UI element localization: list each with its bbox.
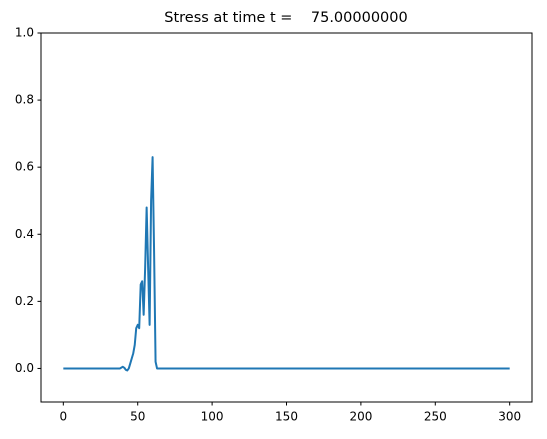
x-tick-label: 50 — [130, 410, 145, 424]
x-tick-label: 250 — [424, 410, 447, 424]
y-tick-label: 0.2 — [15, 294, 34, 308]
y-tick-label: 0.0 — [15, 361, 34, 375]
y-tick-label: 0.4 — [15, 227, 34, 241]
y-tick-label: 1.0 — [15, 26, 34, 40]
x-tick-label: 150 — [275, 410, 298, 424]
data-line — [63, 156, 510, 372]
y-tick-label: 0.6 — [15, 160, 34, 174]
x-tick-label: 100 — [201, 410, 224, 424]
chart-title: Stress at time t = 75.00000000 — [164, 10, 407, 26]
y-tick-label: 0.8 — [15, 93, 34, 107]
x-tick-label: 0 — [59, 410, 67, 424]
x-tick-label: 300 — [498, 410, 521, 424]
x-tick-label: 200 — [349, 410, 372, 424]
